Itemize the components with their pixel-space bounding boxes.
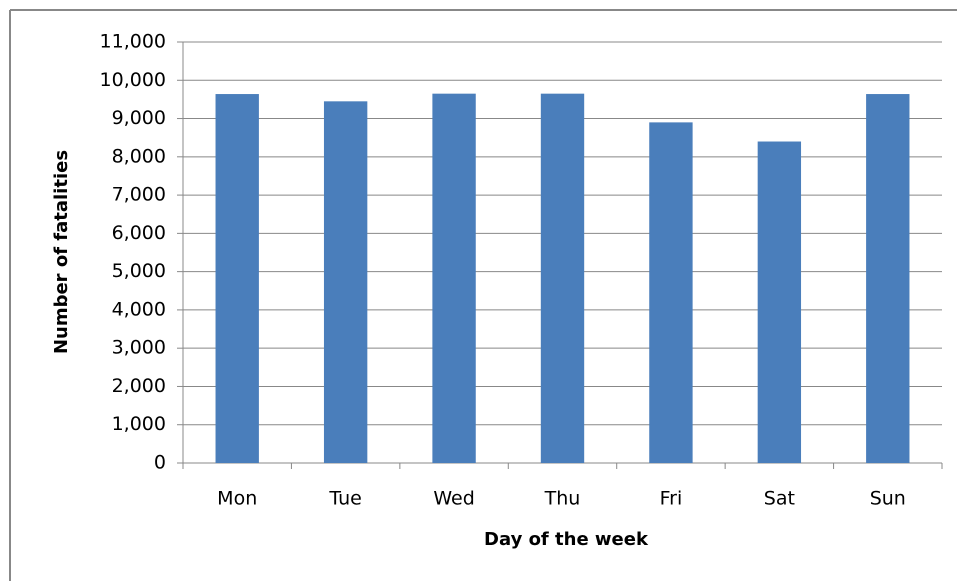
x-tick-label: Thu [544,488,581,510]
y-tick-label: 1,000 [112,413,166,435]
x-tick-label: Mon [217,488,257,510]
y-tick-label: 10,000 [100,69,166,91]
y-tick-label: 6,000 [112,222,166,244]
y-tick-label: 5,000 [112,260,166,282]
bar [215,94,259,464]
y-tick-label: 0 [154,452,166,474]
bar [432,93,476,463]
y-tick-label: 2,000 [112,375,166,397]
y-tick-label: 7,000 [112,184,166,206]
bar [323,101,368,463]
x-tick-label: Fri [660,488,683,510]
y-axis-title: Number of fatalities [51,150,72,354]
y-tick-label: 11,000 [100,31,166,53]
bar [757,141,802,463]
bar [866,94,910,464]
y-tick-label: 8,000 [112,145,166,167]
x-tick-label: Wed [433,488,474,510]
y-tick-label: 9,000 [112,107,166,129]
bar [540,93,585,463]
y-tick-label: 3,000 [112,337,166,359]
bar [649,122,693,463]
y-tick-label: 4,000 [112,298,166,320]
x-tick-label: Tue [328,488,361,510]
x-axis-title: Day of the week [484,529,649,550]
x-tick-label: Sun [870,488,906,510]
x-tick-label: Sat [764,488,795,510]
